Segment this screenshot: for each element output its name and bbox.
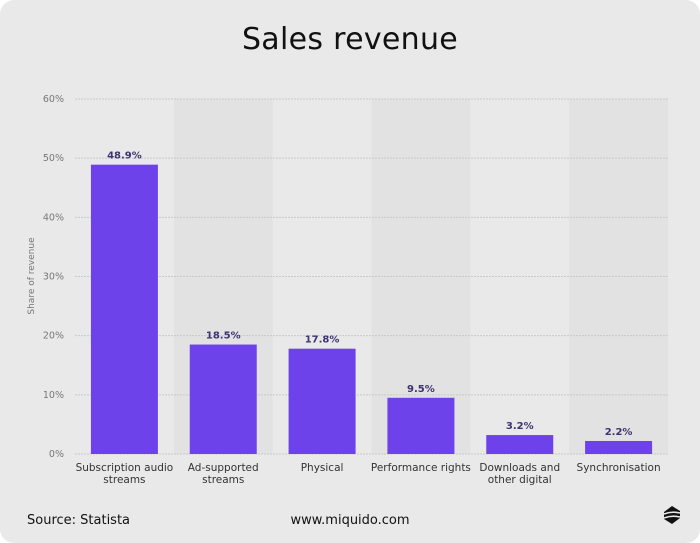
data-label: 48.9% <box>107 151 142 162</box>
x-tick-label: streams <box>202 474 244 486</box>
x-tick-label: streams <box>103 474 145 486</box>
y-tick-label: 30% <box>43 272 64 283</box>
y-tick-label: 60% <box>43 94 64 105</box>
x-tick-label: Synchronisation <box>577 462 661 474</box>
miquido-logo-icon <box>663 506 681 524</box>
data-label: 18.5% <box>206 331 241 342</box>
bar <box>189 344 257 454</box>
source-label: Source: Statista <box>27 513 131 528</box>
data-label: 2.2% <box>605 427 633 438</box>
chart-title: Sales revenue <box>241 22 459 57</box>
y-axis-label: Share of revenue <box>27 237 37 315</box>
data-label: 3.2% <box>506 421 534 432</box>
data-label: 9.5% <box>407 384 435 395</box>
y-tick-label: 10% <box>43 390 64 401</box>
bar <box>387 397 455 454</box>
x-tick-label: Physical <box>301 462 344 474</box>
x-tick-label: Performance rights <box>371 462 471 474</box>
bar <box>288 348 356 454</box>
bar <box>90 164 158 455</box>
x-tick-label: Subscription audio <box>76 462 174 474</box>
x-tick-label: Ad-supported <box>188 462 259 474</box>
x-tick-label: Downloads and <box>479 462 560 474</box>
website-label: www.miquido.com <box>290 513 410 528</box>
y-tick-label: 20% <box>43 331 64 342</box>
y-tick-label: 50% <box>43 153 64 164</box>
x-tick-label: other digital <box>488 474 552 486</box>
bar-chart: 0% 10% 20% 30% 40% 50% 60% Share of revenue 48.9… <box>27 94 668 486</box>
bar <box>585 440 653 454</box>
data-label: 17.8% <box>305 335 340 346</box>
bar <box>486 435 554 454</box>
y-tick-label: 0% <box>49 449 64 460</box>
y-tick-label: 40% <box>43 212 64 223</box>
